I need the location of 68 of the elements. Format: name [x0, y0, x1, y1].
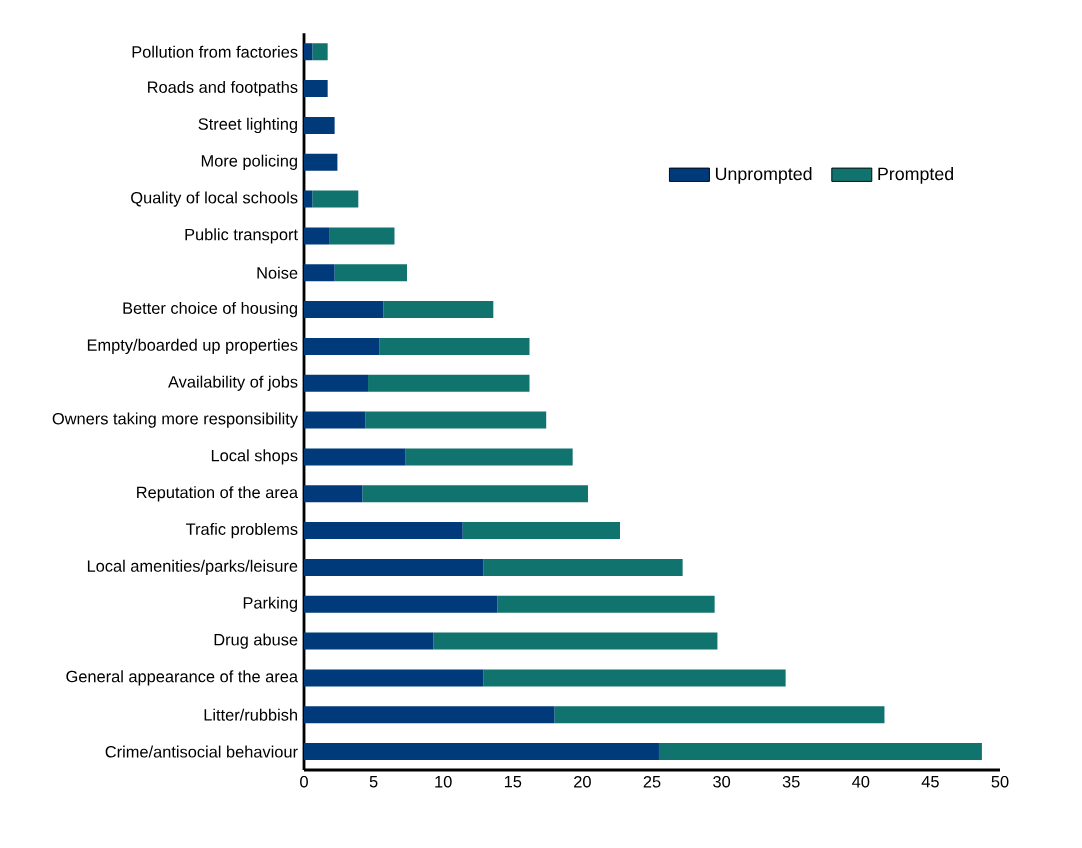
bar: [304, 522, 463, 540]
y-tick-label: Public transport: [185, 228, 298, 244]
bar: [304, 448, 406, 466]
bar: [304, 411, 366, 429]
bar: [368, 374, 530, 392]
x-tick-label: 15: [504, 775, 522, 788]
bar: [304, 669, 484, 687]
bar: [304, 485, 363, 503]
bar: [304, 337, 380, 355]
bar: [483, 558, 683, 576]
bar: [304, 706, 555, 724]
bar: [462, 522, 620, 540]
y-tick-label: Availability of jobs: [168, 375, 298, 391]
bar: [383, 301, 494, 319]
bar: [554, 706, 885, 724]
legend-label: Prompted: [878, 167, 953, 184]
y-tick-label: Street lighting: [198, 117, 297, 134]
x-tick-label: 10: [435, 775, 452, 788]
x-tick-label: 45: [921, 775, 939, 788]
bar: [304, 301, 384, 319]
y-tick-label: Quality of local schools: [131, 191, 298, 207]
bar: [304, 227, 330, 245]
y-tick-label: Noise: [257, 266, 298, 279]
y-tick-label: Owners taking more responsibility: [52, 412, 298, 428]
y-tick-label: Better choice of housing: [123, 301, 297, 318]
x-tick-label: 0: [300, 775, 308, 788]
bar: [483, 669, 786, 687]
bar: [379, 337, 530, 355]
y-tick-label: Crime/antisocial behaviour: [105, 745, 298, 758]
bar: [312, 190, 359, 208]
bar: [433, 632, 718, 650]
x-tick-label: 5: [369, 775, 378, 788]
bar: [658, 743, 982, 761]
bar: [304, 153, 338, 171]
bar: [362, 485, 588, 503]
bar: [304, 743, 659, 761]
bar: [312, 43, 328, 61]
bar: [304, 116, 335, 134]
y-tick-label: More policing: [201, 154, 297, 170]
bar: [304, 80, 328, 98]
y-tick-label: Trafic problems: [186, 522, 298, 539]
x-tick-label: 40: [852, 775, 870, 788]
y-tick-label: Drug abuse: [214, 633, 298, 649]
y-tick-label: Reputation of the area: [137, 486, 299, 502]
y-tick-label: Roads and footpaths: [148, 80, 298, 97]
y-tick-label: Empty/boarded up properties: [87, 338, 298, 355]
bar: [329, 227, 395, 245]
y-tick-label: Local amenities/parks/leisure: [87, 559, 298, 576]
bar: [304, 374, 369, 392]
bar: [304, 264, 335, 282]
y-tick-label: Litter/rubbish: [204, 708, 297, 721]
legend-label: Unprompted: [715, 167, 812, 184]
x-tick-label: 30: [713, 775, 731, 788]
y-tick-label: Parking: [243, 596, 297, 612]
bar: [304, 558, 484, 576]
x-tick-label: 25: [643, 775, 661, 788]
y-tick-label: General appearance of the area: [66, 670, 299, 686]
bar: [365, 411, 547, 429]
x-tick-label: 20: [574, 775, 591, 788]
bar: [304, 595, 498, 613]
y-tick-label: Pollution from factories: [132, 45, 298, 58]
x-tick-label: 35: [782, 775, 800, 788]
x-tick-label: 50: [991, 775, 1009, 788]
y-tick-label: Local shops: [211, 449, 298, 465]
bar: [497, 595, 715, 613]
bar: [405, 448, 573, 466]
bar: [304, 632, 434, 650]
bar: [334, 264, 408, 282]
